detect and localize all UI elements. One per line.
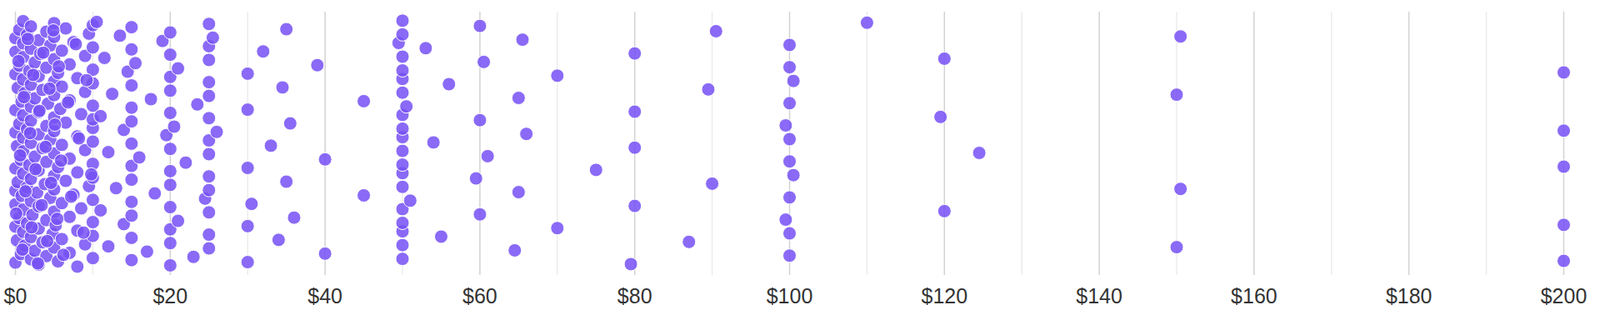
svg-text:$60: $60 <box>462 284 498 308</box>
svg-text:$20: $20 <box>152 284 188 308</box>
svg-text:$140: $140 <box>1075 284 1123 308</box>
svg-text:$80: $80 <box>617 284 653 308</box>
svg-text:$0: $0 <box>4 284 28 308</box>
svg-text:$120: $120 <box>920 284 968 308</box>
svg-text:$200: $200 <box>1540 284 1588 308</box>
svg-text:$180: $180 <box>1385 284 1433 308</box>
svg-text:$160: $160 <box>1230 284 1278 308</box>
svg-text:$40: $40 <box>307 284 343 308</box>
svg-text:$100: $100 <box>766 284 814 308</box>
